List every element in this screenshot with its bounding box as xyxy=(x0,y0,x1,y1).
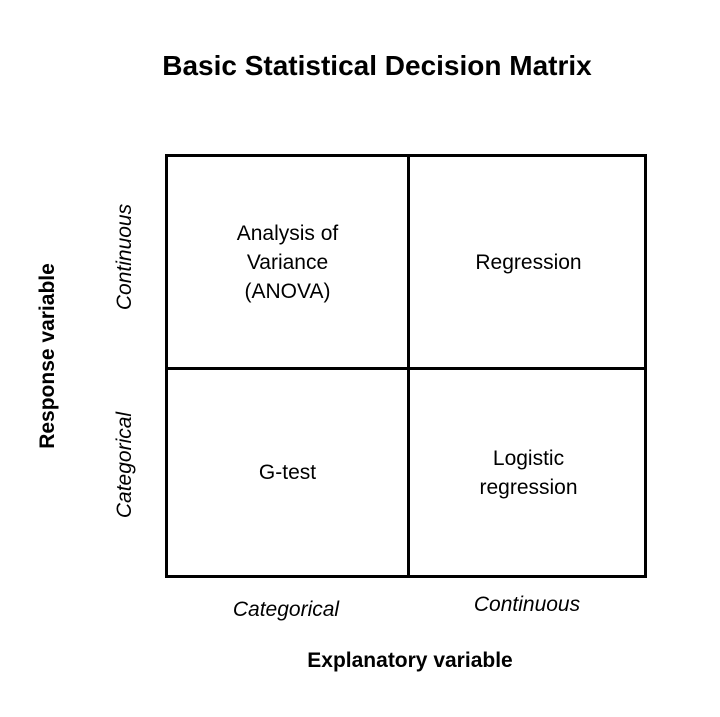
column-label-continuous: Continuous xyxy=(473,593,581,616)
matrix-horizontal-divider xyxy=(168,367,644,370)
column-label-categorical: Categorical xyxy=(232,598,340,621)
cell-g-test: G-test xyxy=(258,461,317,484)
diagram-title: Basic Statistical Decision Matrix xyxy=(162,50,592,81)
cell-anova: Analysis of Variance (ANOVA) xyxy=(236,221,339,303)
decision-matrix: Analysis of Variance (ANOVA) Regression … xyxy=(165,154,647,578)
matrix-vertical-divider xyxy=(407,157,410,575)
y-axis-title: Response variable xyxy=(36,263,59,449)
cell-logistic-regression: Logistic regression xyxy=(479,446,578,499)
x-axis-title: Explanatory variable xyxy=(307,649,513,672)
row-label-categorical: Categorical xyxy=(113,411,136,519)
row-label-continuous: Continuous xyxy=(113,203,136,311)
cell-regression: Regression xyxy=(475,250,582,274)
